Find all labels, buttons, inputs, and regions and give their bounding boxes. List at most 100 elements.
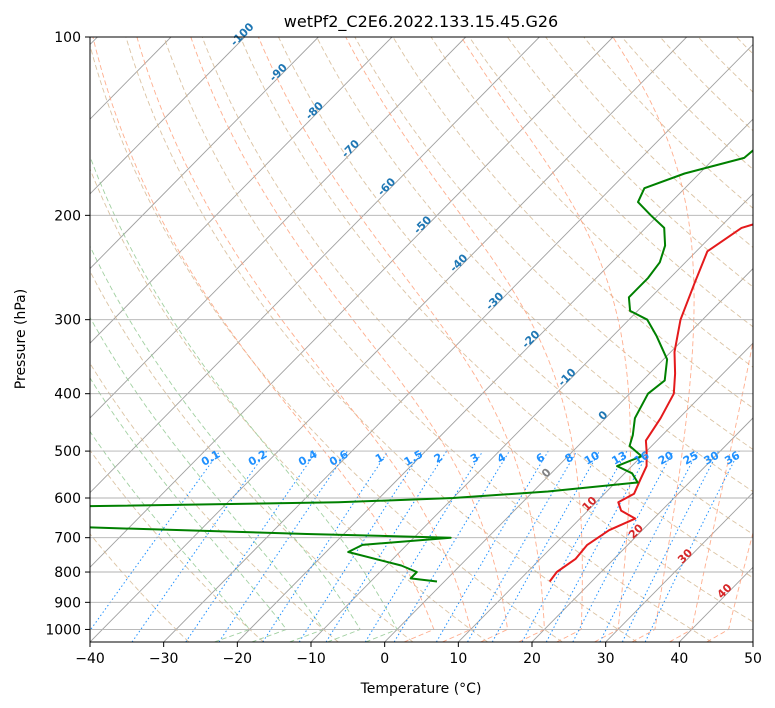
y-tick-label: 400 [54,387,81,403]
isotherm-label: -40 [447,251,470,274]
mixing-ratio-line [435,450,549,642]
moist-adiabat-line [460,37,631,642]
dewpoint-profile-line [90,149,753,583]
mixing-ratio-label: 3 [468,451,481,466]
mixing-ratio-line [262,450,389,642]
isotherm-line [531,417,753,642]
dry-adiabat-line [507,37,753,288]
moist-adiabat-line [669,339,753,642]
isotherm-line [236,118,753,642]
mixing-ratio-line [491,450,600,642]
dry-adiabat-line [392,37,753,409]
x-axis-ticks: −40 −30 −20 −10 0 10 20 30 40 50 [75,642,762,667]
mixing-ratio-label: 4 [495,450,508,465]
dry-adiabat-line [316,37,753,493]
mixing-ratio-line [521,450,628,642]
isotherm-line [163,43,753,642]
y-tick-label: 500 [54,444,81,460]
y-tick-label: 600 [54,491,81,507]
isotherm-label: -50 [411,213,434,236]
dry-adiabat-line [430,37,753,368]
moist-adiabat-label: 10 [580,494,600,514]
temperature-profile-line [548,223,753,583]
dry-adiabat-line [90,270,414,642]
y-tick-label: 300 [54,313,81,329]
x-tick-label: 50 [744,651,762,667]
y-tick-label: 900 [54,595,81,611]
chart-title: wetPf2_C2E6.2022.133.15.45.G26 [284,12,558,32]
moist-adiabat-line [90,316,325,642]
moist-adiabat-line [190,37,508,642]
y-tick-label: 800 [54,565,81,581]
isotherm-label: -100 [228,20,257,49]
x-tick-label: −20 [223,651,253,667]
mixing-ratio-line [298,450,423,642]
mixing-ratio-line [545,450,650,642]
isotherm-line [605,492,753,642]
isotherm-line [90,37,319,270]
moist-adiabat-line [90,377,288,642]
isotherm-label: -30 [483,289,506,312]
isotherm-label: -60 [375,175,398,198]
y-axis-ticks: 100 200 300 400 500 600 700 800 900 1000 [45,30,90,638]
x-tick-label: −40 [75,651,105,667]
isotherm-label: -70 [339,137,362,160]
y-tick-label: 700 [54,531,81,547]
mixing-ratio-line [621,450,719,642]
dry-adiabat-line [278,37,753,535]
mixing-ratio-line [644,450,740,642]
plot-frame [89,36,754,643]
dry-adiabat-line [201,37,753,623]
isotherm-line [678,566,753,642]
moist-adiabat-line [136,37,472,642]
moist-adiabat-line [345,37,583,642]
moist-adiabat-label: 30 [675,546,695,566]
moist-adiabat-line [92,37,435,642]
isotherm-line [457,342,753,642]
mixing-ratio-label: 1 [373,451,386,466]
dry-adiabat-line [354,37,753,451]
x-tick-label: 0 [380,651,389,667]
y-tick-label: 200 [54,208,81,224]
dry-adiabat-line [697,37,753,93]
dry-adiabat-line [545,37,753,249]
mixing-ratio-line [393,450,510,642]
mixing-ratio-label: 6 [534,450,547,465]
mixing-ratio-line [218,450,348,642]
y-axis-label: Pressure (hPa) [13,289,29,389]
x-tick-label: −30 [149,651,179,667]
mixing-ratio-line [131,450,268,642]
moist-adiabat-label: 40 [715,581,735,601]
isotherm-line [90,37,393,344]
mixing-ratio-label: 2 [432,451,445,466]
x-axis-label: Temperature (°C) [360,681,482,697]
dry-adiabat-line [621,37,753,170]
mixing-ratio-line [90,450,221,632]
x-tick-label: −10 [296,651,326,667]
mixing-ratio-line [599,450,699,642]
dry-adiabat-line [468,37,753,328]
isotherm-label: -20 [519,327,542,350]
moist-adiabat-line [90,155,398,642]
dry-adiabat-line [583,37,753,209]
moist-adiabat-label: 20 [626,521,646,541]
dry-adiabat-line [736,37,753,55]
dry-adiabat-line [90,533,190,642]
isotherm-line [90,37,540,494]
isotherm-line [90,37,467,419]
isotherm-line [310,193,753,642]
dry-adiabat-line [90,362,339,642]
dry-adiabat-line [163,37,712,642]
isotherm-line [90,37,688,642]
isotherm-label: -10 [555,366,578,389]
moist-adiabat-line [90,245,361,642]
moist-adiabat-line [257,37,545,642]
isotherm-label: -80 [303,99,326,122]
isotherm-line [384,267,753,642]
isotherm-line [90,37,246,195]
x-tick-label: 10 [449,651,467,667]
x-tick-label: 40 [670,651,688,667]
data-series [90,149,753,583]
dry-adiabat-line [125,37,638,642]
y-tick-label: 1000 [45,622,81,638]
